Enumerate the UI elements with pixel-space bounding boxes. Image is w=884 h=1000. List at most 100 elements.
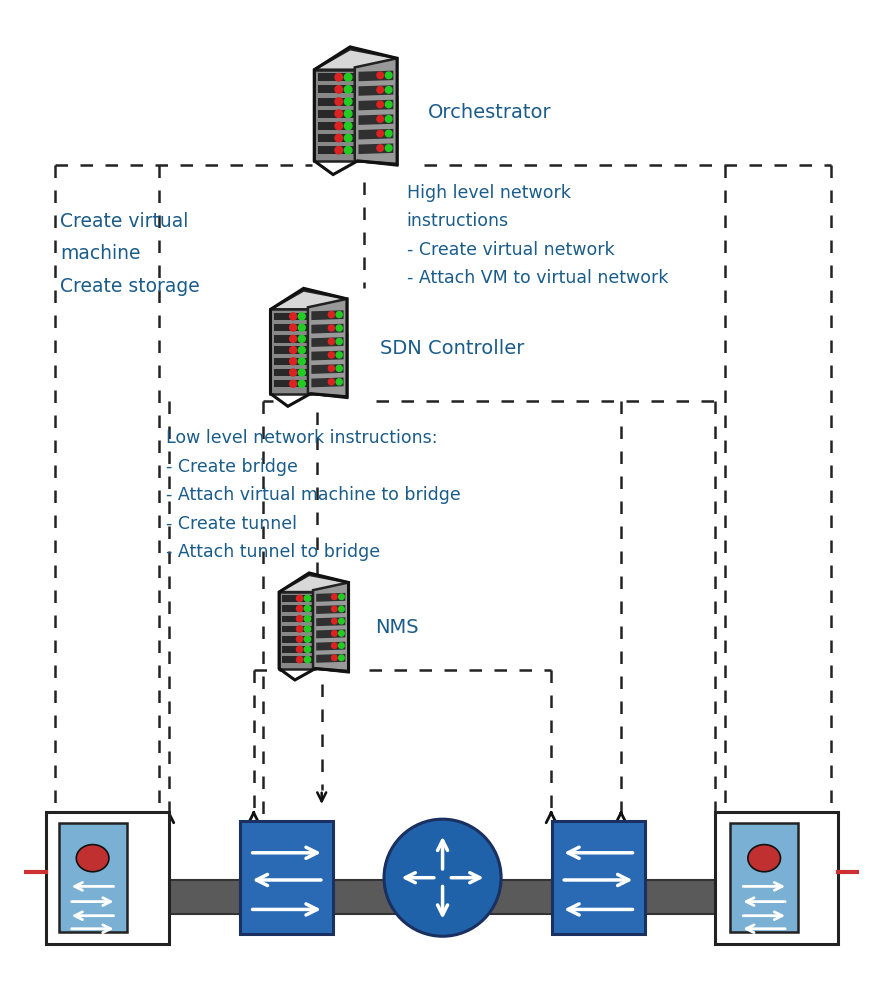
Circle shape — [339, 618, 344, 624]
Polygon shape — [274, 380, 307, 387]
Polygon shape — [318, 146, 354, 154]
Circle shape — [290, 335, 297, 342]
Circle shape — [304, 636, 310, 642]
Bar — [715, 812, 838, 944]
Polygon shape — [318, 122, 354, 130]
Polygon shape — [316, 593, 346, 602]
Polygon shape — [282, 636, 312, 643]
Circle shape — [296, 656, 302, 663]
Ellipse shape — [76, 845, 109, 872]
Polygon shape — [279, 575, 348, 592]
Circle shape — [345, 98, 352, 105]
Circle shape — [298, 369, 305, 376]
Polygon shape — [282, 616, 312, 622]
Bar — [46, 812, 169, 944]
Polygon shape — [318, 98, 354, 106]
Bar — [552, 821, 644, 934]
Polygon shape — [279, 592, 316, 669]
Circle shape — [290, 358, 297, 365]
Circle shape — [336, 352, 342, 358]
Circle shape — [385, 145, 392, 151]
Polygon shape — [316, 629, 346, 638]
Bar — [240, 821, 333, 934]
Circle shape — [385, 72, 392, 79]
Circle shape — [290, 324, 297, 331]
Circle shape — [385, 116, 392, 122]
Circle shape — [296, 595, 302, 602]
Circle shape — [345, 134, 352, 142]
Bar — [730, 823, 798, 932]
Circle shape — [339, 606, 344, 612]
Polygon shape — [359, 85, 393, 96]
Bar — [58, 823, 126, 932]
Text: A: A — [0, 869, 6, 887]
Circle shape — [328, 352, 334, 358]
Circle shape — [336, 338, 342, 345]
Circle shape — [336, 312, 342, 318]
Polygon shape — [314, 70, 358, 161]
Circle shape — [290, 313, 297, 320]
Polygon shape — [282, 656, 312, 663]
Circle shape — [304, 605, 310, 612]
Circle shape — [296, 626, 302, 632]
Bar — [0, 859, 18, 897]
Text: SDN Controller: SDN Controller — [380, 339, 524, 358]
Polygon shape — [315, 600, 348, 672]
Circle shape — [296, 646, 302, 653]
Circle shape — [335, 110, 342, 117]
Circle shape — [377, 72, 384, 79]
Polygon shape — [316, 654, 346, 663]
Circle shape — [339, 655, 344, 661]
Circle shape — [377, 145, 384, 151]
Polygon shape — [359, 114, 393, 125]
Polygon shape — [359, 100, 393, 110]
Circle shape — [377, 130, 384, 137]
Polygon shape — [282, 626, 312, 632]
Polygon shape — [282, 646, 312, 653]
Circle shape — [332, 618, 337, 624]
Polygon shape — [359, 129, 393, 139]
Polygon shape — [318, 134, 354, 142]
Polygon shape — [314, 49, 397, 70]
Circle shape — [335, 86, 342, 93]
Circle shape — [290, 369, 297, 376]
Polygon shape — [274, 369, 307, 376]
Circle shape — [377, 87, 384, 93]
Circle shape — [332, 606, 337, 612]
Circle shape — [336, 325, 342, 331]
Circle shape — [290, 347, 297, 354]
Circle shape — [290, 380, 297, 387]
Circle shape — [296, 636, 302, 642]
Circle shape — [298, 324, 305, 331]
Circle shape — [336, 365, 342, 371]
Text: High level network
instructions
- Create virtual network
- Attach VM to virtual : High level network instructions - Create… — [407, 184, 668, 287]
Polygon shape — [356, 79, 397, 165]
Circle shape — [335, 98, 342, 105]
Circle shape — [336, 379, 342, 385]
Bar — [866, 859, 884, 897]
Circle shape — [345, 73, 352, 81]
Polygon shape — [274, 335, 307, 343]
Polygon shape — [311, 351, 344, 360]
Circle shape — [328, 338, 334, 345]
Circle shape — [332, 655, 337, 661]
Polygon shape — [308, 299, 347, 397]
Circle shape — [345, 122, 352, 130]
Circle shape — [296, 616, 302, 622]
Polygon shape — [318, 73, 354, 81]
Circle shape — [385, 87, 392, 93]
Text: A: A — [878, 869, 884, 887]
Polygon shape — [271, 290, 347, 309]
Polygon shape — [316, 642, 346, 651]
Polygon shape — [318, 110, 354, 118]
Circle shape — [296, 605, 302, 612]
Circle shape — [377, 116, 384, 122]
Circle shape — [328, 325, 334, 331]
Polygon shape — [316, 617, 346, 626]
Circle shape — [345, 86, 352, 93]
Polygon shape — [311, 378, 344, 387]
Polygon shape — [311, 324, 344, 334]
Polygon shape — [359, 71, 393, 81]
Polygon shape — [359, 143, 393, 154]
Polygon shape — [311, 364, 344, 374]
